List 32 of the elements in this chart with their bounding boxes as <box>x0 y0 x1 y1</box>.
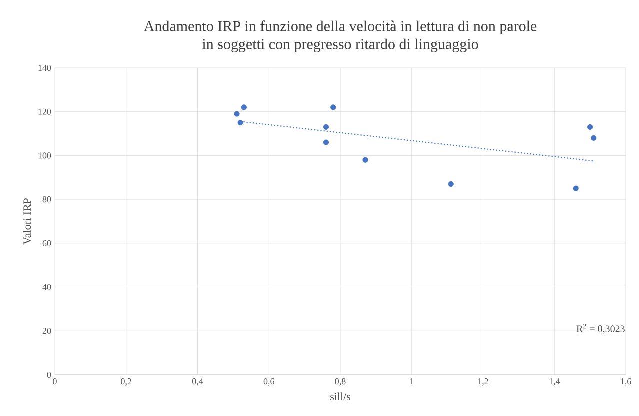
point <box>323 140 330 146</box>
point <box>330 104 336 110</box>
y-tick-label: 140 <box>38 64 52 72</box>
y-tick-label: 40 <box>42 284 52 290</box>
x-axis-title: sill/s <box>330 392 350 401</box>
point <box>591 135 597 141</box>
x-tick-label: 0 <box>53 378 57 385</box>
point <box>241 104 247 110</box>
y-tick-label: 20 <box>42 328 52 334</box>
y-tick-label: 0 <box>47 372 52 378</box>
point <box>362 157 368 163</box>
point <box>234 111 240 117</box>
point <box>238 120 244 126</box>
x-tick-label: 0,8 <box>335 378 346 386</box>
y-tick-label: 80 <box>42 196 52 203</box>
x-tick-label: 1,4 <box>550 378 560 386</box>
y-tick-label: 60 <box>42 240 52 246</box>
chart-title: Andamento IRP in funzione della velocità in lettura di non parole in soggetti con pregresso ritardo di linguaggio <box>144 20 537 52</box>
x-tick-label: 1 <box>410 378 414 384</box>
y-tick-label: 120 <box>38 108 52 115</box>
x-tick-label: 1,6 <box>621 378 632 386</box>
x-tick-label: 0,4 <box>192 378 204 386</box>
point <box>323 124 330 130</box>
x-tick-label: 1,2 <box>478 378 488 386</box>
point <box>448 181 454 188</box>
x-tick-label: 0,6 <box>264 378 274 386</box>
y-axis-title: Valori IRP <box>23 198 32 245</box>
x-tick-label: 0,2 <box>121 378 132 386</box>
y-tick-label: 100 <box>38 152 52 159</box>
point <box>573 186 579 192</box>
point <box>588 124 594 130</box>
annotation: R$^{2}$ = 0,3023 <box>576 324 625 334</box>
